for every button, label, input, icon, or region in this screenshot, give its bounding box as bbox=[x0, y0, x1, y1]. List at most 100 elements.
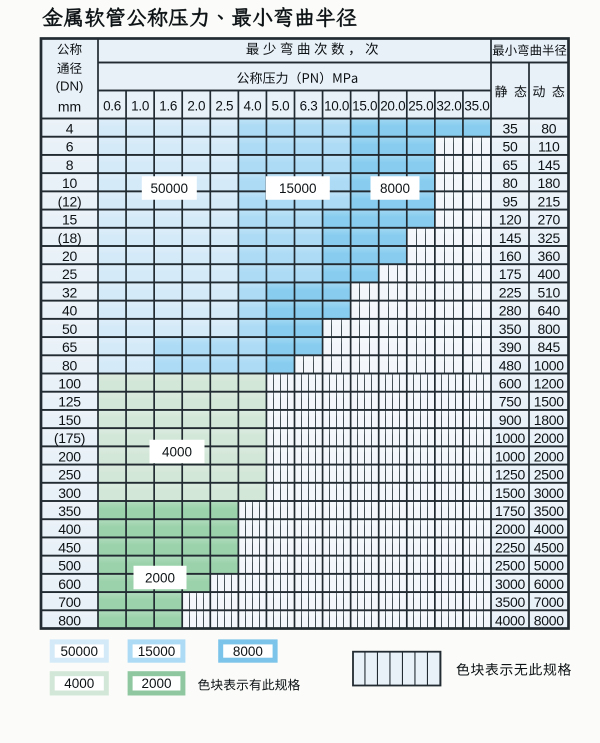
svg-text:225: 225 bbox=[499, 284, 522, 300]
svg-text:10: 10 bbox=[62, 175, 77, 191]
svg-text:250: 250 bbox=[58, 467, 81, 483]
svg-text:360: 360 bbox=[538, 248, 561, 264]
svg-text:450: 450 bbox=[58, 539, 81, 555]
svg-text:700: 700 bbox=[58, 594, 81, 610]
svg-text:20: 20 bbox=[62, 248, 77, 264]
svg-text:2000: 2000 bbox=[534, 430, 564, 446]
svg-text:215: 215 bbox=[538, 193, 561, 209]
svg-text:15000: 15000 bbox=[138, 644, 176, 659]
svg-text:10.0: 10.0 bbox=[324, 98, 349, 113]
svg-text:2.5: 2.5 bbox=[215, 98, 233, 113]
svg-text:15000: 15000 bbox=[279, 181, 317, 196]
svg-text:280: 280 bbox=[499, 303, 522, 319]
svg-text:750: 750 bbox=[499, 394, 522, 410]
svg-text:4000: 4000 bbox=[534, 521, 564, 537]
svg-text:3500: 3500 bbox=[534, 503, 564, 519]
svg-text:325: 325 bbox=[538, 230, 561, 246]
svg-text:8000: 8000 bbox=[233, 644, 263, 659]
svg-text:4: 4 bbox=[66, 121, 74, 137]
svg-text:15: 15 bbox=[62, 212, 77, 228]
svg-text:800: 800 bbox=[58, 612, 81, 628]
svg-text:845: 845 bbox=[538, 339, 561, 355]
svg-text:8000: 8000 bbox=[380, 181, 410, 196]
svg-text:300: 300 bbox=[58, 485, 81, 501]
svg-text:7000: 7000 bbox=[534, 594, 564, 610]
svg-text:3000: 3000 bbox=[534, 485, 564, 501]
svg-text:2.0: 2.0 bbox=[187, 98, 205, 113]
svg-text:50: 50 bbox=[503, 139, 518, 155]
svg-text:2000: 2000 bbox=[141, 676, 171, 691]
svg-text:32.0: 32.0 bbox=[436, 98, 461, 113]
svg-text:390: 390 bbox=[499, 339, 522, 355]
svg-text:80: 80 bbox=[62, 357, 77, 373]
svg-text:2500: 2500 bbox=[495, 558, 525, 574]
svg-text:110: 110 bbox=[538, 139, 560, 155]
svg-text:25.0: 25.0 bbox=[408, 98, 433, 113]
svg-text:0.6: 0.6 bbox=[103, 98, 121, 113]
svg-text:50000: 50000 bbox=[60, 644, 98, 659]
svg-text:1000: 1000 bbox=[534, 357, 564, 373]
svg-text:(175): (175) bbox=[54, 430, 85, 446]
svg-text:1750: 1750 bbox=[495, 503, 525, 519]
svg-text:5000: 5000 bbox=[534, 558, 564, 574]
svg-text:200: 200 bbox=[58, 448, 81, 464]
svg-text:600: 600 bbox=[58, 576, 81, 592]
svg-text:mm: mm bbox=[58, 98, 81, 114]
svg-text:4.0: 4.0 bbox=[243, 98, 261, 113]
svg-text:20.0: 20.0 bbox=[380, 98, 405, 113]
svg-text:2000: 2000 bbox=[534, 448, 564, 464]
svg-text:2000: 2000 bbox=[145, 571, 175, 586]
svg-text:640: 640 bbox=[538, 303, 561, 319]
svg-text:32: 32 bbox=[62, 284, 77, 300]
svg-text:175: 175 bbox=[499, 266, 522, 282]
svg-text:600: 600 bbox=[499, 376, 522, 392]
svg-text:6000: 6000 bbox=[534, 576, 564, 592]
svg-text:50000: 50000 bbox=[151, 181, 189, 196]
svg-text:35.0: 35.0 bbox=[464, 98, 489, 113]
svg-text:400: 400 bbox=[538, 266, 561, 282]
svg-text:150: 150 bbox=[58, 412, 81, 428]
svg-text:25: 25 bbox=[62, 266, 77, 282]
svg-text:1250: 1250 bbox=[495, 467, 525, 483]
svg-text:1200: 1200 bbox=[534, 376, 564, 392]
svg-text:270: 270 bbox=[538, 212, 561, 228]
svg-text:3000: 3000 bbox=[495, 576, 525, 592]
svg-text:1500: 1500 bbox=[534, 394, 564, 410]
svg-text:4000: 4000 bbox=[495, 612, 525, 628]
svg-text:2000: 2000 bbox=[495, 521, 525, 537]
svg-text:95: 95 bbox=[503, 193, 518, 209]
svg-text:(18): (18) bbox=[58, 230, 82, 246]
svg-text:8000: 8000 bbox=[534, 612, 564, 628]
svg-text:(12): (12) bbox=[58, 193, 82, 209]
svg-text:50: 50 bbox=[62, 321, 77, 337]
svg-text:100: 100 bbox=[58, 376, 81, 392]
svg-text:4000: 4000 bbox=[64, 676, 94, 691]
svg-text:15.0: 15.0 bbox=[352, 98, 377, 113]
svg-text:145: 145 bbox=[538, 157, 561, 173]
svg-text:4000: 4000 bbox=[162, 445, 192, 460]
svg-text:160: 160 bbox=[499, 248, 522, 264]
svg-text:4500: 4500 bbox=[534, 539, 564, 555]
svg-text:2500: 2500 bbox=[534, 467, 564, 483]
svg-text:900: 900 bbox=[499, 412, 522, 428]
svg-text:1.0: 1.0 bbox=[131, 98, 149, 113]
svg-text:180: 180 bbox=[538, 175, 561, 191]
svg-text:8: 8 bbox=[66, 157, 74, 173]
svg-text:350: 350 bbox=[58, 503, 81, 519]
svg-text:510: 510 bbox=[538, 284, 561, 300]
svg-text:1800: 1800 bbox=[534, 412, 564, 428]
svg-text:80: 80 bbox=[503, 175, 518, 191]
svg-text:145: 145 bbox=[499, 230, 522, 246]
svg-text:1000: 1000 bbox=[495, 448, 525, 464]
svg-text:500: 500 bbox=[58, 558, 81, 574]
svg-text:125: 125 bbox=[58, 394, 81, 410]
svg-text:40: 40 bbox=[62, 303, 77, 319]
svg-text:(DN): (DN) bbox=[56, 79, 84, 94]
svg-text:350: 350 bbox=[499, 321, 522, 337]
svg-text:1500: 1500 bbox=[495, 485, 525, 501]
svg-text:6: 6 bbox=[66, 139, 74, 155]
svg-text:480: 480 bbox=[499, 357, 522, 373]
svg-text:35: 35 bbox=[503, 121, 518, 137]
svg-text:65: 65 bbox=[62, 339, 77, 355]
svg-text:6.3: 6.3 bbox=[300, 98, 318, 113]
